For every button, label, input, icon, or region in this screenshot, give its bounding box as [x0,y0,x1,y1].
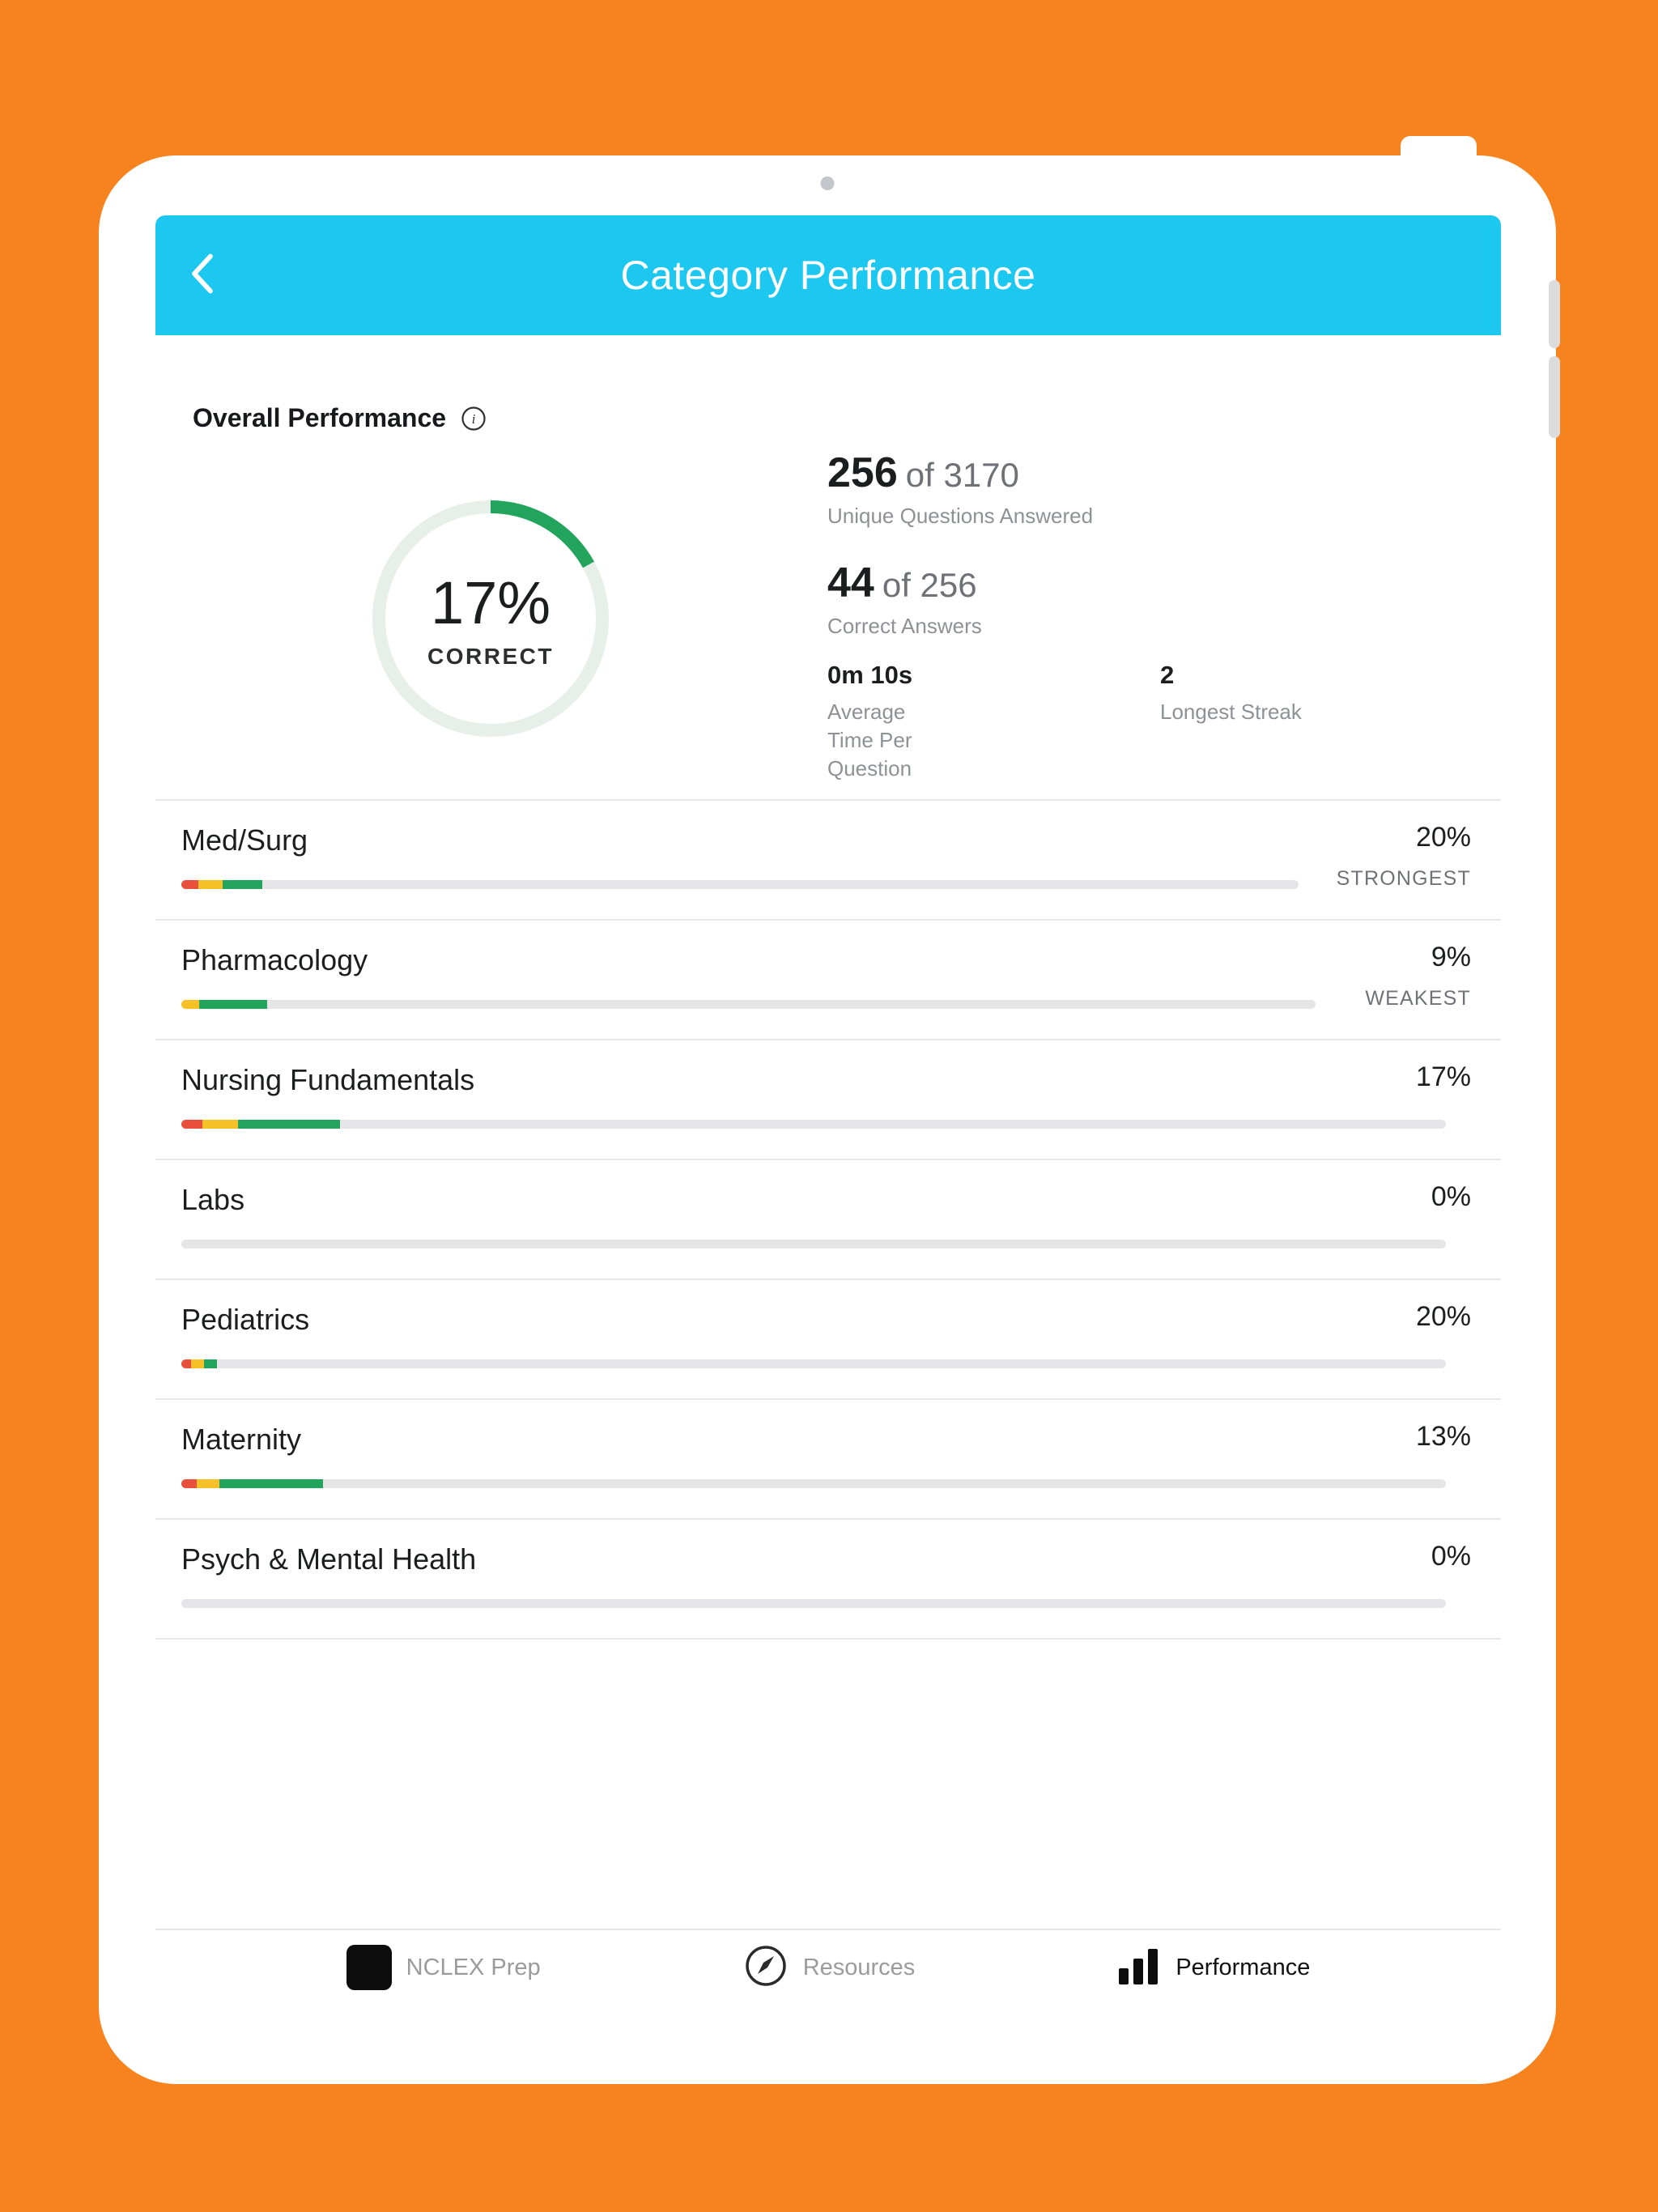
category-tag: WEAKEST [1365,987,1471,1010]
category-row[interactable]: Pediatrics 20% [155,1278,1501,1398]
longest-streak-value: 2 [1160,661,1175,689]
progress-segment-green [219,1479,323,1488]
progress-segment-red [181,1479,197,1488]
app-screen: Category Performance Overall Performance… [155,215,1501,2005]
category-row[interactable]: Med/Surg 20% STRONGEST [155,799,1501,919]
back-button[interactable] [186,253,219,298]
average-time-value: 0m 10s [827,661,913,689]
svg-text:i: i [472,411,476,427]
progress-segment-red [181,1120,202,1129]
category-progress-bar [181,1479,1446,1488]
longest-streak-caption: Longest Streak [1160,700,1302,724]
donut-caption: CORRECT [427,643,554,669]
category-progress-bar [181,1359,1446,1368]
category-row[interactable]: Maternity 13% [155,1398,1501,1518]
category-percent: 20% [1415,1301,1471,1332]
tab-label-nclex: NCLEX Prep [406,1954,541,1980]
category-name: Nursing Fundamentals [181,1063,475,1096]
page-title: Category Performance [620,253,1036,298]
correct-percentage-donut: 17% CORRECT [372,500,609,737]
progress-segment-yellow [191,1359,204,1368]
tab-label-resources: Resources [802,1954,916,1980]
category-progress-bar [181,1000,1316,1009]
tab-nclex-prep[interactable]: NCLEX Prep [346,1945,541,1990]
category-name: Med/Surg [181,823,308,857]
category-name: Maternity [181,1423,302,1456]
category-percent: 13% [1415,1421,1471,1452]
donut-inner: 17% CORRECT [385,513,596,724]
category-progress-bar [181,880,1299,889]
category-progress-bar [181,1120,1446,1129]
overall-performance-title: Overall Performance [193,403,447,432]
progress-segment-green [204,1359,217,1368]
progress-segment-green [238,1120,340,1129]
category-row[interactable]: Psych & Mental Health 0% [155,1518,1501,1638]
tablet-camera [820,177,835,190]
overall-performance-section: Overall Performance i 17% CORRECT [155,335,1501,799]
unique-questions-total: of 3170 [905,456,1019,494]
progress-segment-yellow [202,1120,238,1129]
scrollbar-segment-top[interactable] [1549,280,1560,348]
category-list: Med/Surg 20% STRONGEST Pharmacology 9% W… [155,799,1501,1640]
progress-segment-yellow [197,1479,219,1488]
progress-segment-yellow [181,1000,199,1009]
correct-answers-caption: Correct Answers [827,614,982,638]
tab-performance[interactable]: Performance [1117,1946,1310,1990]
category-percent: 17% [1415,1061,1471,1092]
category-row[interactable]: Pharmacology 9% WEAKEST [155,919,1501,1039]
compass-icon [743,1943,789,1993]
category-percent: 0% [1431,1541,1471,1572]
bottom-tab-bar: NCLEX Prep Resources [155,1929,1501,2005]
tab-resources[interactable]: Resources [743,1943,916,1993]
scrollbar-segment-bottom[interactable] [1549,356,1560,438]
category-name: Pediatrics [181,1303,310,1336]
average-time-caption: Average Time Per Question [827,700,912,781]
chevron-left-icon [186,251,219,300]
bar-chart-icon [1117,1946,1161,1990]
info-icon[interactable]: i [461,406,487,432]
category-row[interactable]: Nursing Fundamentals 17% [155,1039,1501,1159]
category-name: Psych & Mental Health [181,1542,477,1576]
tablet-frame: Category Performance Overall Performance… [99,155,1560,2084]
tab-label-performance: Performance [1175,1954,1311,1980]
category-percent: 9% [1431,942,1471,972]
progress-segment-yellow [198,880,223,889]
overall-stats: 256 of 3170 Unique Questions Answered 44 o… [827,335,1459,799]
correct-answers-total: of 256 [882,566,977,604]
correct-answers-value: 44 [827,559,874,606]
progress-segment-red [181,880,198,889]
app-header: Category Performance [155,215,1501,335]
category-name: Pharmacology [181,943,368,976]
category-row[interactable]: Labs 0% [155,1159,1501,1278]
category-progress-bar [181,1599,1446,1608]
unique-questions-value: 256 [827,449,898,496]
category-progress-bar [181,1240,1446,1249]
progress-segment-green [199,1000,267,1009]
progress-segment-red [181,1359,191,1368]
donut-percent-value: 17% [430,568,551,636]
nclex-logo-icon [346,1945,392,1990]
category-percent: 0% [1431,1181,1471,1212]
category-percent: 20% [1415,822,1471,853]
unique-questions-caption: Unique Questions Answered [827,504,1094,528]
progress-segment-green [223,880,262,889]
category-tag: STRONGEST [1336,867,1471,890]
category-name: Labs [181,1183,245,1216]
